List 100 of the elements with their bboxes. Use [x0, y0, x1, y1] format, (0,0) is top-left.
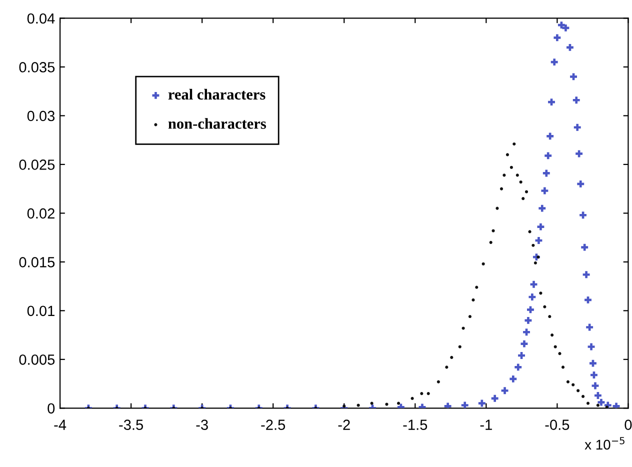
point: [574, 124, 581, 131]
point: [586, 324, 594, 331]
point: [537, 223, 544, 230]
legend-label: non-characters: [168, 118, 266, 129]
point: [385, 402, 388, 406]
point: [444, 402, 452, 408]
point: [506, 153, 509, 156]
x-tick-label: -2.5: [261, 420, 286, 430]
point: [527, 306, 534, 314]
point: [554, 345, 557, 348]
point: [577, 180, 584, 188]
point: [475, 286, 478, 289]
y-tick-label: 0.005: [19, 354, 55, 365]
point: [496, 206, 499, 210]
point: [561, 366, 565, 369]
point: [590, 372, 598, 378]
point: [510, 375, 517, 382]
x-tick-label: -3.5: [119, 420, 144, 430]
point: [514, 364, 522, 371]
point: [501, 387, 508, 394]
point: [523, 328, 530, 336]
point: [502, 174, 506, 177]
point: [558, 352, 562, 356]
point: [436, 380, 440, 384]
point: [576, 389, 580, 392]
point: [478, 400, 486, 407]
point: [535, 237, 542, 244]
point: [582, 271, 590, 278]
point: [512, 142, 516, 146]
point: [592, 382, 599, 390]
point: [570, 73, 577, 80]
point: [516, 174, 519, 177]
point: [472, 298, 475, 302]
y-tick-label: 0.02: [27, 208, 54, 219]
point: [562, 24, 570, 32]
point: [468, 314, 472, 318]
point: [598, 398, 605, 406]
x-tick-label: -1.5: [403, 420, 428, 430]
point: [550, 334, 554, 337]
point: [586, 402, 590, 405]
point: [445, 366, 448, 369]
point: [550, 58, 558, 66]
y-tick-label: 0.035: [19, 62, 55, 72]
legend-label: real characters: [168, 88, 266, 100]
point: [528, 294, 536, 300]
point: [397, 402, 400, 405]
point: [532, 244, 535, 247]
point: [546, 132, 554, 140]
y-tick-label: 0.025: [19, 160, 55, 170]
point: [544, 152, 552, 160]
point: [524, 190, 528, 194]
point: [580, 212, 587, 219]
point: [590, 360, 596, 367]
point: [530, 280, 538, 288]
point: [519, 180, 522, 184]
point: [536, 256, 540, 259]
point: [492, 229, 495, 232]
x-tick-label: 0: [624, 420, 632, 430]
point: [572, 383, 575, 386]
point: [458, 345, 462, 348]
point: [420, 392, 424, 396]
point: [524, 316, 532, 324]
point: [426, 392, 430, 396]
text: x 10$^{−5}$: [584, 437, 624, 450]
x-tick-label: -2: [338, 420, 350, 430]
point: [356, 404, 360, 407]
point: [461, 402, 468, 408]
x-tick-label: -3: [196, 420, 208, 430]
point: [581, 244, 588, 251]
point: [482, 262, 485, 266]
point: [522, 197, 525, 200]
point: [538, 204, 546, 212]
point: [510, 166, 513, 169]
point: [596, 404, 600, 407]
point: [594, 392, 602, 399]
y-tick-label: 0.03: [27, 110, 55, 122]
x-tick-label: -0.5: [545, 420, 570, 430]
point: [588, 343, 595, 350]
point: [548, 98, 555, 106]
point: [489, 240, 492, 244]
point: [518, 352, 526, 359]
point: [605, 406, 608, 408]
y-tick-label: 0.015: [19, 257, 55, 268]
point: [534, 261, 537, 264]
point: [572, 96, 580, 104]
point: [491, 394, 498, 402]
x-tick-label: -1: [480, 420, 492, 430]
point: [566, 380, 570, 384]
point: [584, 296, 592, 304]
point: [520, 340, 528, 348]
point: [576, 150, 583, 158]
point: [500, 187, 504, 190]
x-tick-label: -4: [54, 420, 66, 430]
point: [528, 230, 532, 234]
point: [410, 396, 414, 400]
point: [539, 292, 542, 295]
point: [554, 34, 561, 42]
point: [450, 356, 454, 359]
point: [370, 402, 374, 405]
point: [542, 170, 550, 177]
